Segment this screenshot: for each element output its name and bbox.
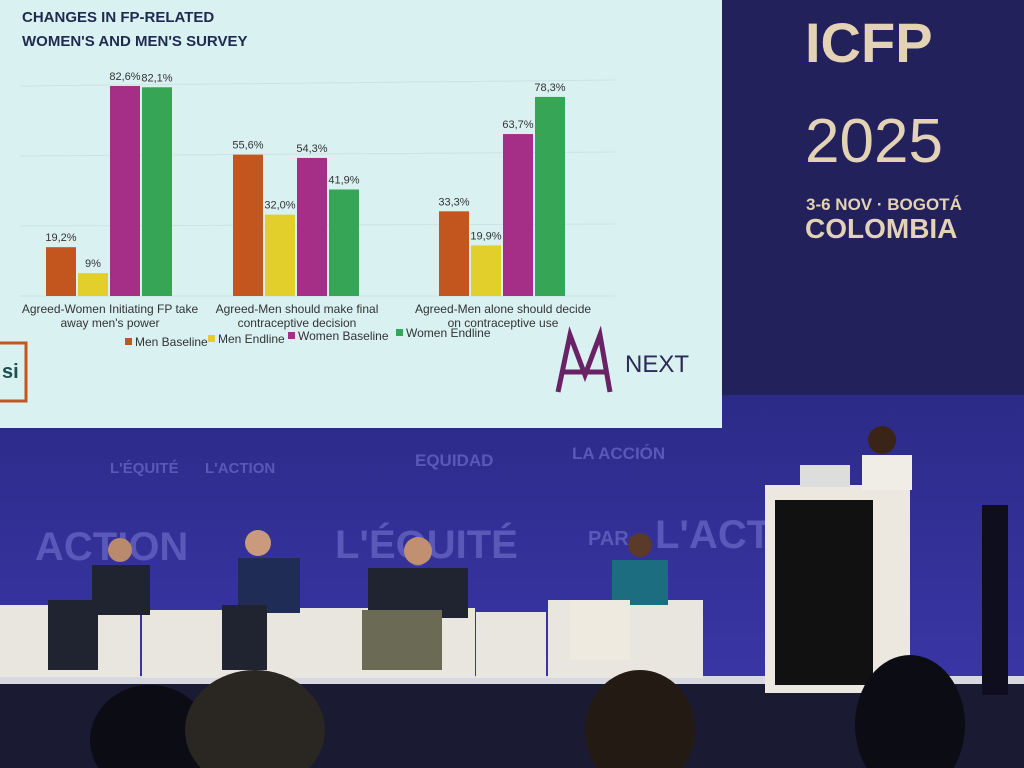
value-label: 19,2%	[45, 232, 76, 244]
banner-dates: 3-6 NOV · BOGOTÁ	[806, 195, 962, 214]
speaker	[868, 426, 896, 454]
chart-title: CHANGES IN FP-RELATED	[22, 9, 214, 26]
bar	[142, 87, 172, 297]
stage-edge	[0, 676, 1024, 684]
chart: 19,2% 9% 82,6% 82,1% 55,6% 32,0% 54,3% 41,9% 33,…	[19, 71, 616, 349]
value-label: 82,1%	[141, 72, 172, 84]
legend-label: Men Endline	[218, 332, 285, 346]
category-label: Agreed-Men alone should decide on contra…	[414, 302, 592, 330]
panelists	[48, 530, 668, 670]
value-label: 82,6%	[109, 71, 140, 83]
projection-screen	[0, 0, 722, 428]
bar	[535, 96, 565, 296]
value-label: 63,7%	[502, 119, 533, 131]
legend-label: Men Baseline	[135, 335, 208, 349]
value-label: 41,9%	[328, 174, 359, 186]
chairs	[0, 600, 703, 678]
value-label: 19,9%	[470, 230, 501, 242]
bar	[78, 273, 108, 296]
bar	[297, 157, 327, 296]
bar	[233, 154, 263, 296]
logo-right: NEXT	[625, 351, 689, 378]
chart-subtitle: WOMEN'S AND MEN'S SURVEY	[22, 33, 248, 50]
bar	[503, 134, 533, 296]
backdrop-word: L'ACTION	[205, 460, 275, 477]
logo-mark	[555, 325, 613, 393]
banner-country: COLOMBIA	[805, 213, 957, 244]
backdrop-word: EQUIDAD	[415, 451, 493, 470]
category-label: Agreed-Men should make final contracepti…	[215, 302, 379, 330]
value-label: 32,0%	[264, 200, 295, 212]
speaker-stand	[982, 505, 1008, 695]
audience	[90, 655, 965, 768]
logo-frame	[0, 341, 28, 403]
banner-panel	[722, 0, 1024, 395]
podium-panel	[775, 500, 873, 685]
bar	[329, 189, 359, 296]
laptop	[800, 465, 850, 487]
value-label: 78,3%	[534, 82, 565, 94]
legend-swatch	[208, 335, 215, 342]
legend-swatch	[125, 338, 132, 345]
backdrop-word: L'ÉQUITÉ	[110, 460, 179, 477]
value-label: 55,6%	[232, 140, 263, 152]
bar	[46, 247, 76, 296]
value-label: 9%	[85, 258, 101, 270]
value-label: 54,3%	[296, 143, 327, 155]
bar	[265, 214, 295, 296]
banner-name: ICFP	[805, 11, 933, 74]
guide-line	[19, 79, 616, 87]
banner-year: 2025	[805, 107, 943, 176]
legend-swatch	[396, 329, 403, 336]
bar	[439, 211, 469, 296]
legend-label: Women Baseline	[298, 329, 389, 343]
bar	[110, 86, 140, 296]
bar	[471, 245, 501, 296]
legend-label: Women Endline	[406, 326, 491, 340]
value-label: 33,3%	[438, 196, 469, 208]
legend-swatch	[288, 332, 295, 339]
backdrop-word: PAR	[588, 528, 629, 550]
category-label: Agreed-Women Initiating FP take away men…	[21, 302, 199, 330]
backdrop-word: LA ACCIÓN	[572, 444, 665, 463]
logo-left: si	[2, 361, 19, 383]
speaker-body	[862, 455, 912, 490]
